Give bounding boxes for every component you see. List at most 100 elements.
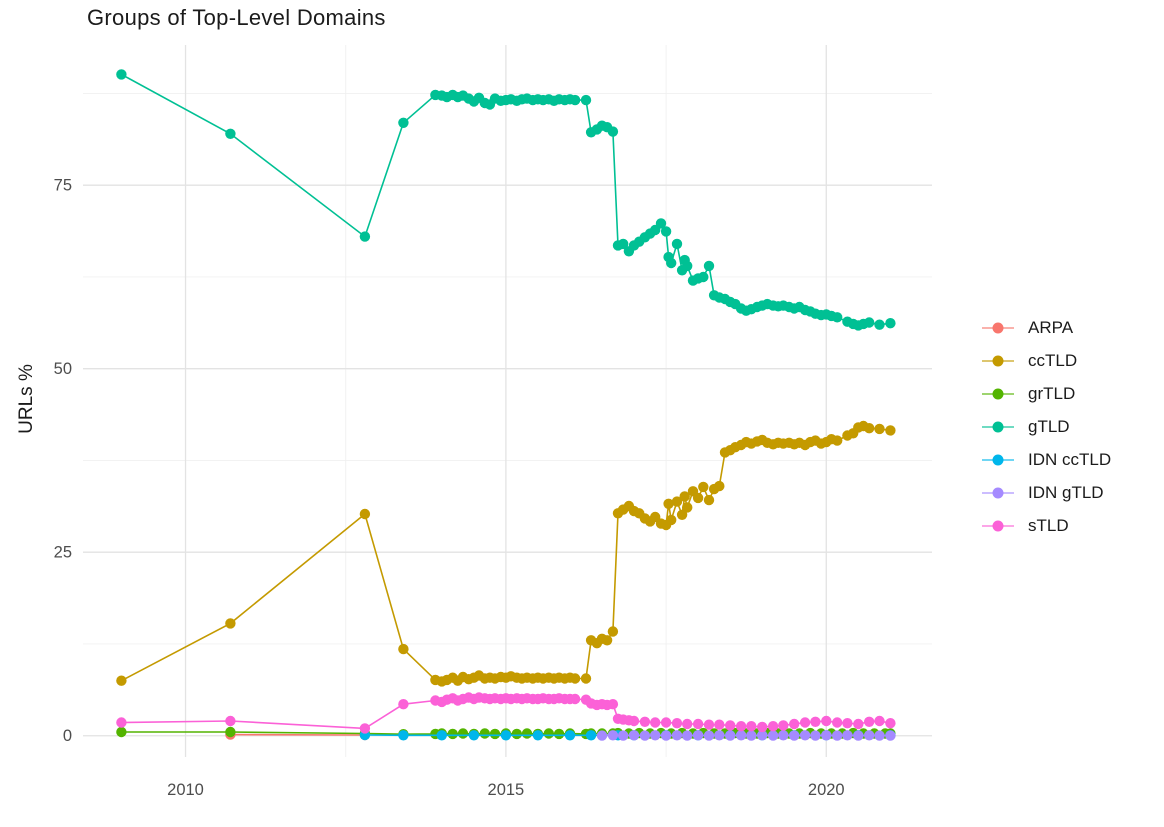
series-cctld <box>116 420 896 687</box>
data-point <box>853 718 864 730</box>
data-point <box>225 715 236 727</box>
data-point <box>225 618 236 629</box>
x-tick-label: 2010 <box>167 781 204 799</box>
data-point <box>703 730 715 741</box>
data-point <box>842 730 853 741</box>
y-tick-label: 75 <box>54 177 72 195</box>
data-point <box>874 715 885 727</box>
legend-item-idn-gtld: IDN gTLD <box>981 482 1111 504</box>
legend-item-gtld: gTLD <box>981 416 1111 438</box>
series-arpa <box>225 729 371 741</box>
legend-key-gtld-icon <box>982 421 1014 433</box>
data-point <box>703 260 715 272</box>
data-point <box>725 720 736 731</box>
data-point <box>853 730 864 741</box>
data-point <box>479 728 490 739</box>
legend-label: sTLD <box>1028 516 1069 535</box>
data-point <box>489 728 501 740</box>
x-axis-tick-labels: 2010 2015 2020 <box>167 781 844 799</box>
legend-label: grTLD <box>1028 384 1076 403</box>
data-point <box>714 719 725 730</box>
data-point <box>660 730 672 741</box>
data-point <box>447 728 458 740</box>
data-point <box>810 730 821 741</box>
data-point <box>874 423 885 435</box>
data-point <box>714 480 725 492</box>
data-point <box>832 717 843 728</box>
legend-item-arpa: ARPA <box>981 317 1111 339</box>
x-tick-label: 2020 <box>808 781 845 799</box>
data-point <box>511 728 522 740</box>
data-point <box>663 498 674 509</box>
data-point <box>864 730 875 741</box>
data-point <box>832 730 843 741</box>
data-point <box>714 730 725 741</box>
data-point <box>650 730 661 741</box>
data-point <box>703 719 715 730</box>
data-point <box>778 720 789 731</box>
data-point <box>885 425 896 436</box>
data-point <box>735 721 747 732</box>
data-point <box>116 675 127 686</box>
data-point <box>679 491 690 502</box>
data-point <box>607 730 619 741</box>
data-point <box>692 492 704 504</box>
data-point <box>767 721 779 732</box>
data-point <box>660 717 672 728</box>
data-point <box>832 312 843 323</box>
data-point <box>359 231 371 242</box>
grid-minor <box>83 45 932 757</box>
data-point <box>885 718 896 729</box>
data-point <box>359 723 371 734</box>
legend-label: IDN ccTLD <box>1028 450 1112 469</box>
data-point <box>821 730 832 741</box>
data-point <box>532 730 544 741</box>
data-point <box>735 730 747 741</box>
data-point <box>618 238 629 250</box>
data-point <box>757 730 768 741</box>
y-axis-title: URLs % <box>16 364 37 434</box>
data-point <box>628 730 640 741</box>
data-point <box>666 257 677 269</box>
data-point <box>799 730 811 741</box>
legend-key-arpa-icon <box>982 322 1014 334</box>
legend-item-idn-cctld: IDN ccTLD <box>981 449 1111 471</box>
data-point <box>607 126 619 137</box>
legend-key-stld-icon <box>982 520 1014 532</box>
data-point <box>569 693 581 705</box>
data-point <box>778 730 789 741</box>
legend-key-grtld-icon <box>982 388 1014 400</box>
data-point <box>874 319 885 330</box>
data-point <box>585 730 597 741</box>
data-point <box>676 509 688 520</box>
data-point <box>671 496 683 507</box>
data-point <box>580 673 592 684</box>
legend-key-idn-gtld-icon <box>982 487 1014 499</box>
data-point <box>596 730 608 741</box>
data-point <box>698 481 709 493</box>
data-point <box>650 717 661 728</box>
data-point <box>789 730 800 741</box>
data-point <box>116 69 127 80</box>
data-point <box>639 716 651 727</box>
data-point <box>660 226 672 237</box>
y-tick-label: 25 <box>54 544 72 562</box>
data-point <box>398 117 409 128</box>
data-point <box>569 94 581 106</box>
data-point <box>666 514 677 526</box>
data-point <box>553 728 565 740</box>
data-point <box>864 423 875 434</box>
data-point <box>757 721 768 733</box>
legend-label: ARPA <box>1028 318 1074 337</box>
data-point <box>842 718 853 729</box>
data-point <box>639 730 651 741</box>
y-axis-tick-labels: 0 25 50 75 <box>54 177 72 746</box>
data-point <box>521 728 533 739</box>
data-point <box>628 715 640 727</box>
data-point <box>682 730 693 741</box>
data-point <box>671 238 683 250</box>
legend-item-cctld: ccTLD <box>981 350 1111 372</box>
data-point <box>789 718 800 730</box>
data-point <box>543 728 554 739</box>
